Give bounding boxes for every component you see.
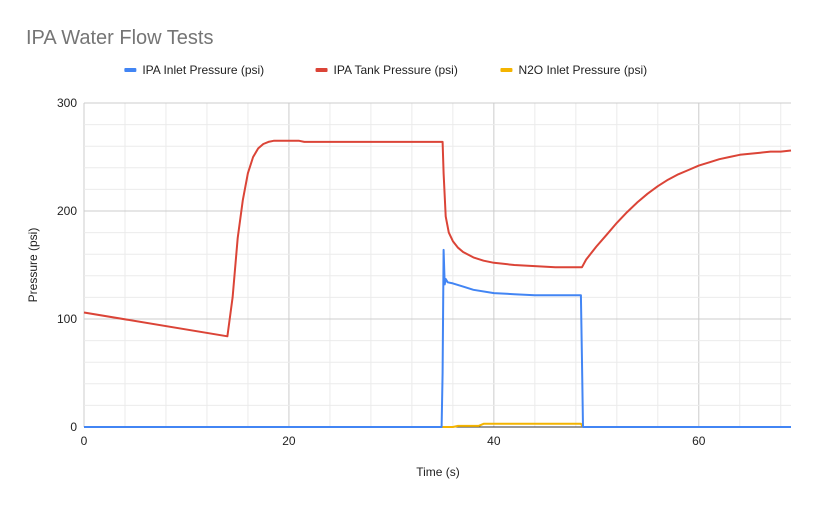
y-axis-ticks: 0 100 200 300 [57, 96, 77, 434]
x-tick-label: 40 [487, 434, 501, 448]
y-axis-title: Pressure (psi) [26, 228, 40, 303]
series-line-0 [84, 248, 791, 428]
y-tick-label: 200 [57, 204, 77, 218]
legend: IPA Inlet Pressure (psi) IPA Tank Pressur… [124, 63, 647, 77]
legend-label: IPA Tank Pressure (psi) [334, 63, 458, 77]
legend-swatch [315, 68, 328, 72]
legend-label: N2O Inlet Pressure (psi) [518, 63, 647, 77]
legend-item-1: IPA Tank Pressure (psi) [315, 63, 458, 77]
series-line-1 [83, 139, 792, 338]
y-tick-label: 0 [70, 420, 77, 434]
legend-item-0: IPA Inlet Pressure (psi) [124, 63, 264, 77]
x-axis-title: Time (s) [416, 465, 460, 479]
legend-item-2: N2O Inlet Pressure (psi) [500, 63, 647, 77]
chart-title: IPA Water Flow Tests [26, 27, 213, 49]
y-tick-label: 100 [57, 312, 77, 326]
grid [83, 102, 791, 428]
y-tick-label: 300 [57, 96, 77, 110]
legend-swatch [500, 68, 513, 72]
x-axis-ticks: 0 20 40 60 [81, 434, 706, 448]
legend-swatch [124, 68, 137, 72]
x-tick-label: 60 [692, 434, 706, 448]
series-layer [83, 139, 792, 428]
x-tick-label: 20 [282, 434, 296, 448]
x-tick-label: 0 [81, 434, 88, 448]
legend-label: IPA Inlet Pressure (psi) [142, 63, 264, 77]
